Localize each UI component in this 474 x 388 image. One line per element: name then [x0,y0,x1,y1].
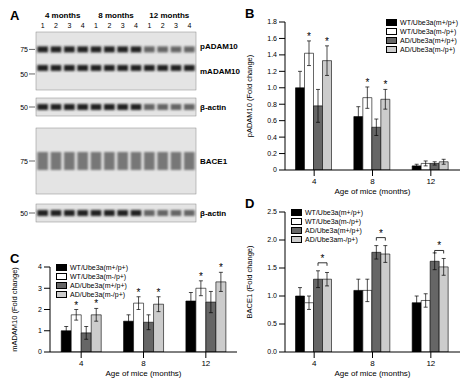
svg-text:0.0: 0.0 [267,348,277,355]
html-text:AD/Ube3a(m+/p+): AD/Ube3a(m+/p+) [400,37,457,44]
svg-text:2: 2 [38,306,42,313]
svg-text:*: * [379,228,383,239]
svg-text:4: 4 [38,263,42,270]
svg-text:50: 50 [20,104,28,111]
svg-text:0.6: 0.6 [267,117,277,124]
html-text:WT/Ube3a(m-/p+): WT/Ube3a(m-/p+) [70,273,127,280]
svg-text:*: * [219,262,223,273]
svg-text:mADAM10: mADAM10 [200,67,241,76]
html-text:C: C [10,251,20,266]
svg-text:Age of mice (months): Age of mice (months) [334,369,410,378]
svg-text:*: * [94,298,98,309]
html-text:AD/Ube3a(m+/p+): AD/Ube3a(m+/p+) [70,282,127,289]
svg-text:β-actin: β-actin [200,103,226,112]
svg-text:1.2: 1.2 [267,68,277,75]
svg-text:1: 1 [94,22,98,29]
svg-text:1.8: 1.8 [267,18,277,25]
svg-text:12: 12 [426,177,435,186]
svg-text:*: * [325,36,329,47]
svg-text:8: 8 [141,359,146,368]
html-text:WT/Ube3a(m+/p+): WT/Ube3a(m+/p+) [305,209,363,216]
svg-text:BACE1 (Fold change): BACE1 (Fold change) [245,245,254,318]
svg-text:1.4: 1.4 [267,51,277,58]
svg-text:4: 4 [312,359,317,368]
svg-text:50: 50 [20,71,28,78]
svg-text:*: * [157,287,161,298]
svg-text:BACE1: BACE1 [200,157,228,166]
svg-text:4: 4 [81,22,85,29]
svg-text:1.6: 1.6 [267,35,277,42]
svg-text:*: * [437,240,441,251]
svg-text:4: 4 [79,359,84,368]
svg-text:*: * [307,31,311,42]
svg-text:0: 0 [38,348,42,355]
svg-text:3: 3 [121,22,125,29]
svg-text:1: 1 [147,22,151,29]
svg-text:1.0: 1.0 [267,84,277,91]
svg-text:0.8: 0.8 [267,101,277,108]
svg-text:*: * [365,77,369,88]
svg-text:3: 3 [38,285,42,292]
svg-text:8: 8 [370,359,375,368]
html-text:WT/Ube3a(m+/p+): WT/Ube3a(m+/p+) [70,264,128,271]
svg-text:0: 0 [273,166,277,173]
svg-text:1.0: 1.0 [267,292,277,299]
svg-text:pADAM10 (Fold change): pADAM10 (Fold change) [245,54,254,137]
svg-text:1: 1 [41,22,45,29]
html-text:B: B [245,6,255,21]
html-text:AD/Ube3a(m-/p+): AD/Ube3a(m-/p+) [400,46,456,53]
svg-text:A: A [10,8,20,23]
svg-text:*: * [321,253,325,264]
svg-text:1: 1 [38,327,42,334]
svg-text:8 months: 8 months [98,11,134,20]
svg-text:12: 12 [426,359,435,368]
svg-text:2: 2 [54,22,58,29]
svg-text:2.0: 2.0 [267,236,277,243]
html-text:WT/Ube3a(m+/p+): WT/Ube3a(m+/p+) [400,19,458,26]
html-text:WT/Ube3a(m-/p+): WT/Ube3a(m-/p+) [305,218,362,225]
svg-text:12 months: 12 months [149,11,190,20]
svg-text:75: 75 [20,158,28,165]
svg-text:3: 3 [67,22,71,29]
svg-text:β-actin: β-actin [200,209,226,218]
svg-text:2: 2 [107,22,111,29]
svg-text:Age of mice (months): Age of mice (months) [334,187,410,196]
svg-text:pADAM10: pADAM10 [200,42,238,51]
html-text:AD/Ube3am-/p+): AD/Ube3am-/p+) [305,236,358,243]
html-text:AD/Ube3a(m-/p+): AD/Ube3a(m-/p+) [70,291,125,298]
svg-text:*: * [383,79,387,90]
svg-text:1.5: 1.5 [267,264,277,271]
html-text:D: D [245,196,255,211]
svg-text:2.5: 2.5 [267,208,277,215]
svg-text:*: * [74,300,78,311]
svg-text:*: * [137,287,141,298]
svg-text:4: 4 [187,22,191,29]
html-text:AD/Ube3a(m+/p+): AD/Ube3a(m+/p+) [305,227,362,234]
svg-text:2: 2 [161,22,165,29]
svg-text:0.2: 0.2 [267,150,277,157]
svg-text:4: 4 [312,177,317,186]
svg-text:0.5: 0.5 [267,320,277,327]
svg-text:75: 75 [20,46,28,53]
svg-text:4 months: 4 months [45,11,81,20]
svg-text:4: 4 [134,22,138,29]
svg-text:8: 8 [370,177,375,186]
svg-text:*: * [199,271,203,282]
html-text:WT/Ube3a(m-/p+): WT/Ube3a(m-/p+) [400,28,457,35]
svg-text:3: 3 [174,22,178,29]
svg-text:Age of mice (months): Age of mice (months) [105,369,181,378]
svg-text:50: 50 [20,210,28,217]
svg-text:0.4: 0.4 [267,134,277,141]
svg-text:12: 12 [201,359,210,368]
svg-text:mADAM10 (Fold change): mADAM10 (Fold change) [10,267,19,352]
